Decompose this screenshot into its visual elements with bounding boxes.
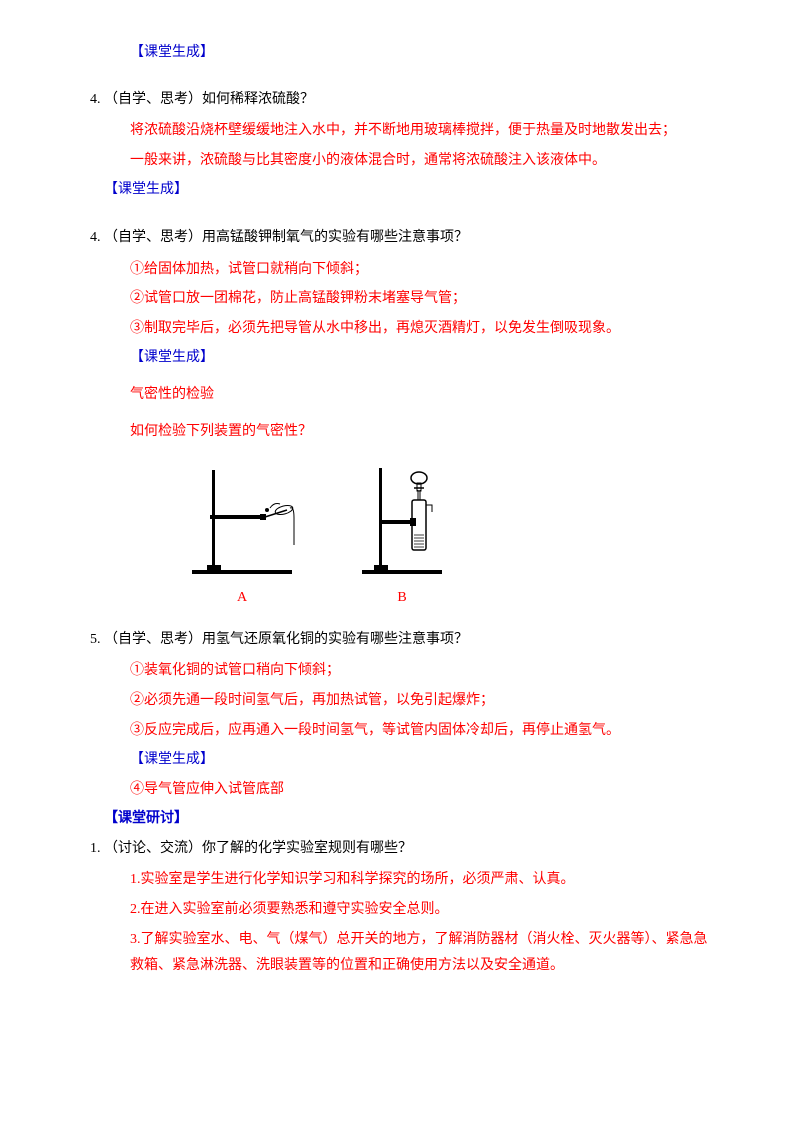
question-1-num: 1. (90, 841, 101, 856)
diagram-a: A (182, 460, 302, 612)
question-4a-num: 4. (90, 92, 101, 107)
question-4b: 4. （自学、思考）用高锰酸钾制氧气的实验有哪些注意事项？ (90, 225, 710, 252)
question-5-num: 5. (90, 632, 101, 647)
question-4b-num: 4. (90, 230, 101, 245)
airtight-title: 气密性的检验 (90, 382, 710, 409)
answer-5-line4: ④导气管应伸入试管底部 (90, 777, 710, 804)
question-4b-text: （自学、思考）用高锰酸钾制氧气的实验有哪些注意事项？ (104, 230, 468, 245)
diagram-a-label: A (237, 585, 247, 612)
diagram-b-label: B (397, 585, 406, 612)
answer-4a-line1: 将浓硫酸沿烧杯壁缓缓地注入水中，并不断地用玻璃棒搅拌，便于热量及时地散发出去； (90, 118, 710, 145)
answer-4a-line2: 一般来讲，浓硫酸与比其密度小的液体混合时，通常将浓硫酸注入该液体中。 (90, 148, 710, 175)
answer-4b-line2: ②试管口放一团棉花，防止高锰酸钾粉末堵塞导气管； (90, 286, 710, 313)
question-5-text: （自学、思考）用氢气还原氧化铜的实验有哪些注意事项？ (104, 632, 468, 647)
answer-4b-line1: ①给固体加热，试管口就稍向下倾斜； (90, 257, 710, 284)
diagram-container: A B (90, 460, 710, 612)
question-5: 5. （自学、思考）用氢气还原氧化铜的实验有哪些注意事项？ (90, 627, 710, 654)
class-generation-header-1: 【课堂生成】 (90, 40, 710, 67)
question-1-text: （讨论、交流）你了解的化学实验室规则有哪些？ (104, 841, 412, 856)
answer-1-line2: 2.在进入实验室前必须要熟悉和遵守实验安全总则。 (90, 897, 710, 924)
answer-5-line2: ②必须先通一段时间氢气后，再加热试管，以免引起爆炸； (90, 688, 710, 715)
answer-5-line3: ③反应完成后，应再通入一段时间氢气，等试管内固体冷却后，再停止通氢气。 (90, 718, 710, 745)
answer-5-line1: ①装氧化铜的试管口稍向下倾斜； (90, 658, 710, 685)
answer-1-line1: 1.实验室是学生进行化学知识学习和科学探究的场所，必须严肃、认真。 (90, 867, 710, 894)
class-generation-header-4: 【课堂生成】 (90, 747, 710, 774)
apparatus-b-svg (342, 460, 462, 580)
question-4a: 4. （自学、思考）如何稀释浓硫酸？ (90, 87, 710, 114)
question-4a-text: （自学、思考）如何稀释浓硫酸？ (104, 92, 314, 107)
apparatus-a-svg (182, 460, 302, 580)
answer-4b-line3: ③制取完毕后，必须先把导管从水中移出，再熄灭酒精灯，以免发生倒吸现象。 (90, 316, 710, 343)
diagram-b: B (342, 460, 462, 612)
class-discussion-header: 【课堂研讨】 (90, 806, 710, 833)
airtight-question: 如何检验下列装置的气密性？ (90, 419, 710, 446)
question-1: 1. （讨论、交流）你了解的化学实验室规则有哪些？ (90, 836, 710, 863)
class-generation-header-3: 【课堂生成】 (90, 345, 710, 372)
class-generation-header-2: 【课堂生成】 (90, 177, 710, 204)
answer-1-line3: 3.了解实验室水、电、气（煤气）总开关的地方，了解消防器材（消火栓、灭火器等）、… (90, 927, 710, 980)
